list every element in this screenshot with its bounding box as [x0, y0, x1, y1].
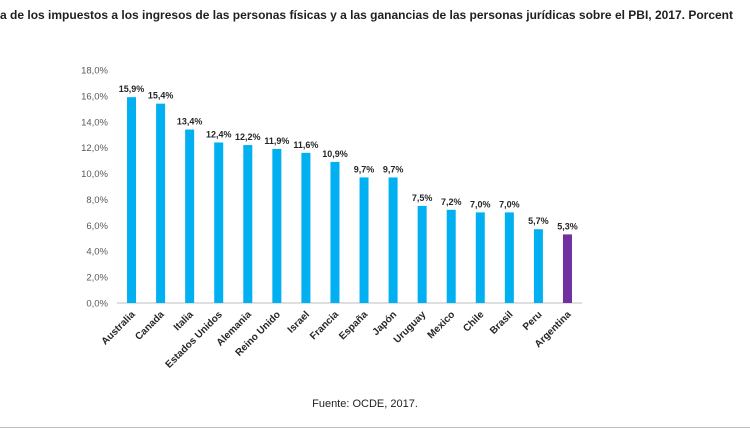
y-tick-label: 14,0% — [81, 117, 108, 128]
data-label: 5,3% — [557, 221, 578, 231]
y-tick-label: 8,0% — [86, 195, 108, 206]
bar — [156, 103, 166, 304]
bar — [185, 129, 195, 303]
y-tick-label: 0,0% — [86, 299, 108, 310]
data-label: 15,9% — [119, 84, 145, 94]
y-tick-label: 2,0% — [86, 273, 108, 284]
bar — [127, 97, 137, 303]
bar — [533, 229, 543, 303]
data-label: 7,0% — [499, 199, 520, 209]
data-label: 12,2% — [235, 132, 261, 142]
y-tick-label: 10,0% — [81, 169, 108, 180]
y-tick-label: 4,0% — [86, 247, 108, 258]
bar — [272, 148, 282, 303]
x-tick-label: Peru — [521, 309, 545, 333]
data-label: 9,7% — [383, 164, 404, 174]
data-label: 7,5% — [412, 193, 433, 203]
x-tick-label: Israel — [286, 309, 312, 335]
data-label: 9,7% — [354, 164, 375, 174]
x-tick-label: Uruguay — [392, 309, 429, 346]
data-label: 7,0% — [470, 199, 491, 209]
data-label: 11,9% — [264, 136, 289, 146]
bottom-divider — [0, 427, 750, 428]
bar — [388, 177, 398, 303]
bar — [446, 209, 456, 303]
y-tick-label: 6,0% — [86, 221, 108, 232]
bar — [417, 205, 427, 303]
bar — [359, 177, 369, 303]
x-tick-label: Brasil — [488, 309, 516, 337]
y-tick-label: 12,0% — [81, 143, 108, 154]
bar — [504, 212, 514, 303]
data-label: 10,9% — [322, 149, 348, 159]
data-label: 15,4% — [148, 91, 174, 101]
data-label: 7,2% — [441, 197, 462, 207]
data-label: 13,4% — [177, 117, 203, 127]
x-tick-label: Australia — [100, 309, 138, 347]
x-tick-label: Canada — [133, 309, 167, 343]
bar — [330, 161, 340, 303]
data-label: 12,4% — [206, 129, 232, 139]
bar — [243, 145, 253, 303]
x-tick-label: Italia — [172, 309, 196, 333]
data-label: 11,6% — [293, 140, 318, 150]
y-tick-label: 18,0% — [81, 66, 108, 77]
chart-title: cia de los impuestos a los ingresos de l… — [0, 8, 733, 22]
bar-chart: 0,0% 2,0% 4,0% 6,0% 8,0% 10,0% 12,0% 14,0% 16,0%… — [81, 66, 582, 371]
data-label: 5,7% — [528, 216, 549, 226]
x-tick-label: España — [337, 309, 370, 342]
y-tick-label: 16,0% — [81, 91, 108, 102]
bar — [562, 234, 572, 303]
bar — [475, 212, 485, 303]
bar — [301, 152, 311, 303]
x-tick-label: Chile — [461, 309, 486, 334]
source-note: Fuente: OCDE, 2017. — [312, 398, 418, 410]
bar — [214, 142, 224, 303]
x-tick-label: Mexico — [426, 309, 458, 341]
x-tick-label: Francia — [308, 309, 341, 342]
